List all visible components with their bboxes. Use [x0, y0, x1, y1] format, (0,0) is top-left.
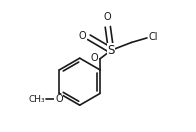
Text: Cl: Cl	[148, 32, 158, 42]
Text: O: O	[79, 31, 86, 41]
Text: O: O	[55, 94, 63, 104]
Text: O: O	[104, 12, 112, 22]
Text: O: O	[90, 53, 98, 63]
Text: CH₃: CH₃	[28, 95, 45, 104]
Text: S: S	[107, 44, 115, 57]
